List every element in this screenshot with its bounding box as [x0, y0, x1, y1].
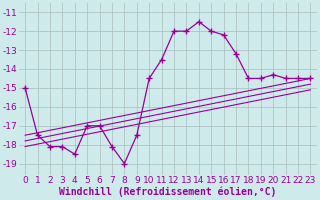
X-axis label: Windchill (Refroidissement éolien,°C): Windchill (Refroidissement éolien,°C)	[59, 187, 276, 197]
